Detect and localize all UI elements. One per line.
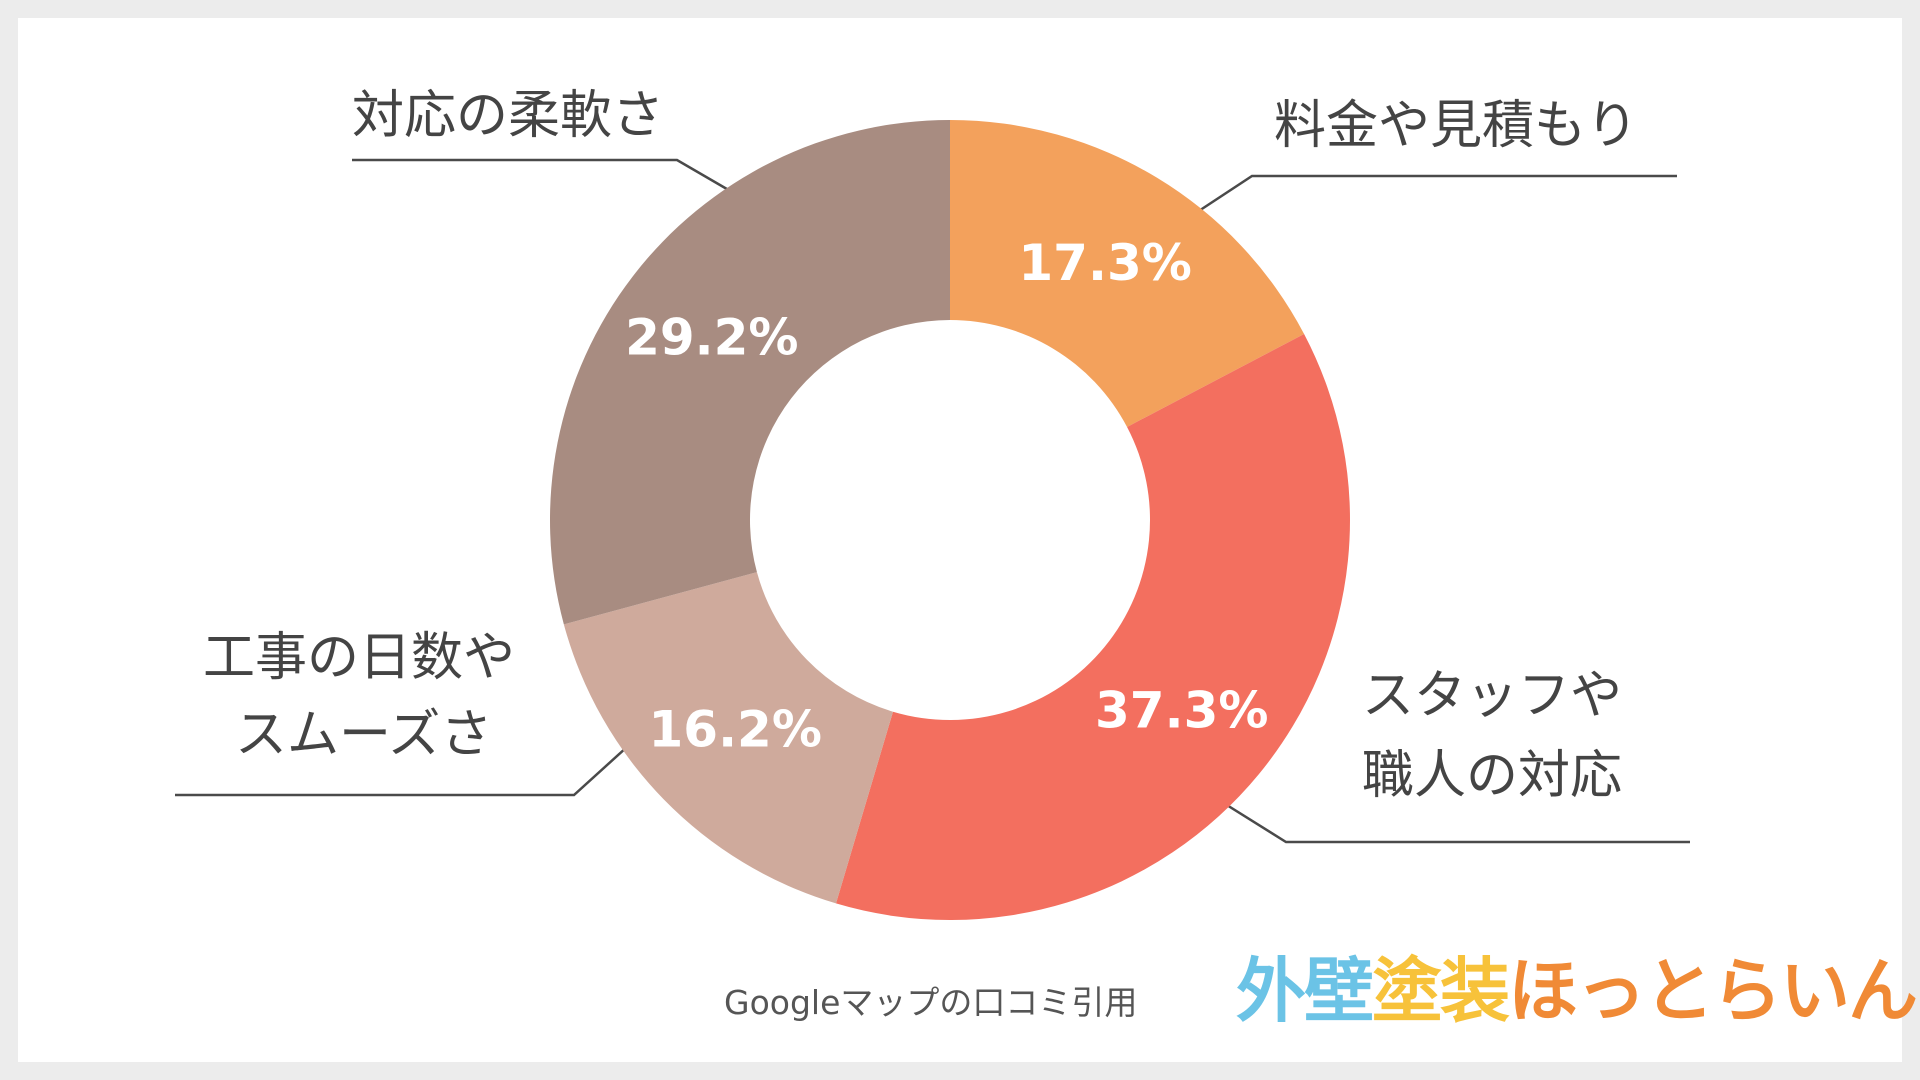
logo-char: ら <box>1712 949 1782 1032</box>
logo-char: 壁 <box>1304 949 1374 1032</box>
logo-char: っ <box>1576 949 1646 1032</box>
source-note: Googleマップの口コミ引用 <box>724 983 1138 1022</box>
leader-line-duration <box>175 736 639 797</box>
percentage-labels: 17.3% 37.3% 16.2% 29.2% <box>625 234 1268 758</box>
slice-label-duration-line2: スムーズさ <box>235 705 492 765</box>
pct-label-staff: 37.3% <box>1095 682 1268 740</box>
pct-label-flexibility: 29.2% <box>625 309 798 367</box>
logo-char: 塗 <box>1372 949 1442 1032</box>
slice-label-fees: 料金や見積もり <box>1274 96 1638 156</box>
donut-slice-fees <box>950 120 1305 427</box>
logo-char: 装 <box>1440 949 1510 1032</box>
leader-line-staff <box>1213 795 1690 844</box>
slice-label-flexibility: 対応の柔軟さ <box>352 86 664 146</box>
donut-slice-duration <box>563 572 893 904</box>
leader-line-flexibility <box>352 158 764 212</box>
donut-slices <box>550 120 1350 920</box>
pct-label-fees: 17.3% <box>1018 234 1191 292</box>
donut-slice-staff <box>835 333 1350 920</box>
donut-slice-flexibility <box>550 120 950 625</box>
slice-label-duration-line1: 工事の日数や <box>203 628 515 688</box>
logo-char: ほ <box>1508 949 1578 1032</box>
leader-line-fees <box>1175 174 1677 228</box>
brand-logo: 外壁塗装ほっとらいん <box>1236 940 1918 1032</box>
slice-label-staff-line2: 職人の対応 <box>1362 746 1622 806</box>
logo-char: と <box>1644 949 1714 1032</box>
logo-char: ん <box>1848 949 1918 1032</box>
logo-char: 外 <box>1236 949 1306 1032</box>
pct-label-duration: 16.2% <box>648 700 821 758</box>
logo-char: い <box>1780 949 1850 1032</box>
slice-label-staff-line1: スタッフや <box>1362 666 1622 726</box>
